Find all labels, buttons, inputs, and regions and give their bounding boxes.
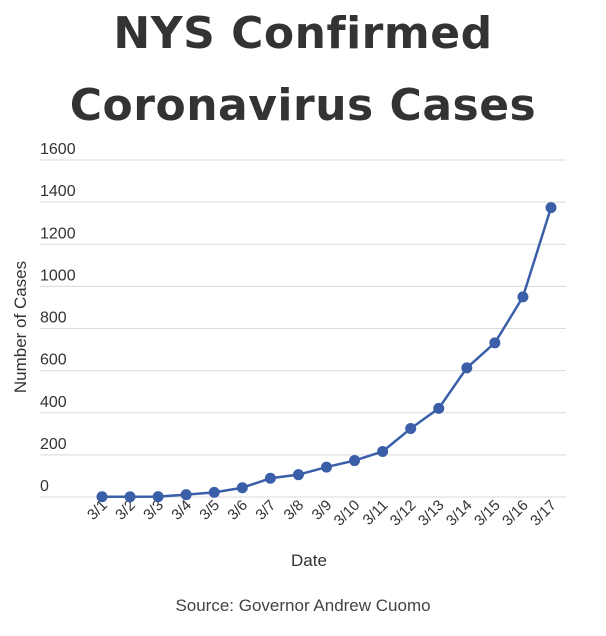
data-point	[180, 489, 192, 501]
x-tick-label: 3/13	[415, 497, 448, 530]
x-tick-label: 3/11	[360, 497, 392, 529]
y-tick-label: 1200	[40, 225, 76, 242]
grid-lines	[40, 159, 566, 498]
x-tick-label: 3/17	[527, 497, 560, 530]
data-point	[433, 402, 445, 414]
x-tick-label: 3/5	[196, 497, 223, 524]
y-tick-label: 1000	[40, 267, 76, 284]
y-tick-label: 0	[40, 478, 49, 495]
chart-title-line-2: Coronavirus Cases	[69, 80, 537, 131]
x-tick-label: 3/6	[224, 497, 251, 524]
data-point	[545, 202, 557, 214]
x-tick-label: 3/7	[252, 497, 279, 524]
data-point	[152, 491, 164, 503]
data-point	[517, 291, 529, 303]
data-point	[96, 491, 108, 503]
x-tick-label: 3/16	[499, 497, 532, 530]
x-tick-label: 3/2	[112, 497, 139, 524]
x-tick-label: 3/9	[309, 497, 336, 524]
x-tick-label: 3/14	[443, 497, 476, 530]
series-group	[96, 202, 557, 503]
x-tick-labels: 3/1 3/2 3/3 3/4 3/5 3/6 3/7 3/8 3/93/103/113/123…	[84, 497, 560, 530]
y-tick-label: 600	[40, 352, 67, 369]
y-axis-label: Number of Cases	[11, 261, 30, 393]
x-tick-label: 3/15	[471, 497, 504, 530]
x-tick-label: 3/4	[168, 497, 195, 524]
source-note: Source: Governor Andrew Cuomo	[175, 596, 431, 615]
data-point	[349, 455, 361, 467]
x-tick-label: 3/1	[84, 497, 111, 524]
data-point	[377, 446, 389, 458]
data-point	[321, 461, 332, 473]
data-point	[292, 469, 304, 481]
data-point	[264, 472, 276, 484]
x-axis-label: Date	[291, 551, 327, 570]
data-point	[405, 423, 417, 435]
data-point	[208, 486, 220, 498]
x-tick-label: 3/12	[387, 497, 420, 530]
data-point	[124, 491, 136, 503]
chart-title-line-1: NYS Confirmed	[113, 8, 493, 59]
x-tick-label: 3/10	[331, 497, 364, 530]
data-point	[236, 482, 248, 494]
x-tick-label: 3/3	[140, 497, 167, 524]
y-tick-label: 800	[40, 310, 67, 327]
y-tick-label: 400	[40, 394, 67, 411]
y-tick-labels: 0 200 400 600 800 1000 1200 1400 1600	[40, 141, 76, 495]
data-point	[461, 362, 473, 374]
y-tick-label: 1400	[40, 183, 76, 200]
series-line	[102, 207, 553, 499]
y-tick-label: 1600	[40, 141, 76, 158]
y-tick-label: 200	[40, 436, 67, 453]
x-tick-label: 3/8	[280, 497, 307, 524]
data-point	[489, 337, 501, 349]
